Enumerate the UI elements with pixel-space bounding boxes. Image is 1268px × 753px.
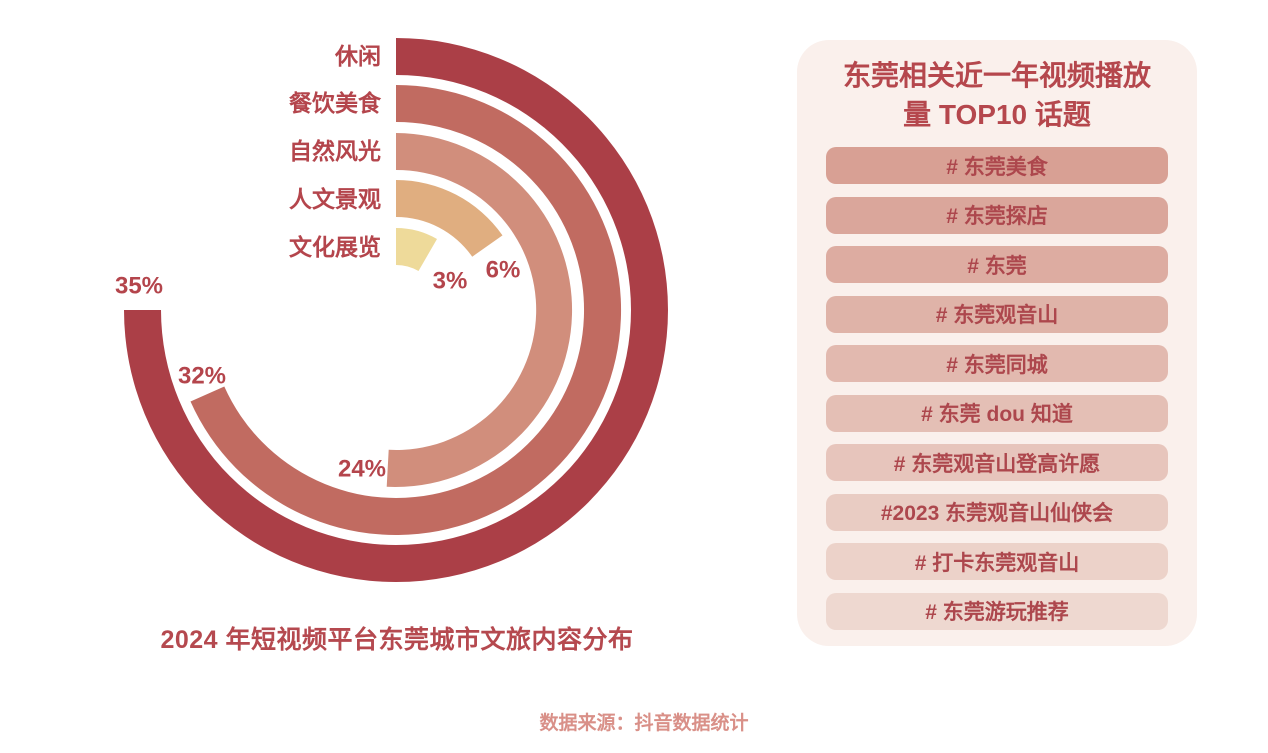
topic-pill-7: # 东莞观音山登高许愿 [826,444,1168,481]
topic-pill-8: #2023 东莞观音山仙侠会 [826,493,1168,531]
topic-pill-3: # 东莞 [826,246,1168,283]
percent-label: 24% [338,456,386,483]
topic-list: # 东莞美食 # 东莞探店 # 东莞 # 东莞观音山 # 东莞同城 # 东莞 dou 知道… [797,147,1197,630]
topic-pill-1: # 东莞美食 [826,147,1168,184]
category-label: 休闲 [334,43,381,69]
topics-panel-title: 东莞相关近一年视频播放量 TOP10 话题 [842,60,1151,130]
topic-pill-2: # 东莞探店 [826,196,1168,234]
topic-pill-6: # 东莞 dou 知道 [826,394,1168,432]
chart-title: 2024 年短视频平台东莞城市文旅内容分布 [160,626,634,654]
category-label: 文化展览 [289,234,381,260]
data-source-note: 数据来源：抖音数据统计 [539,713,749,734]
percent-label: 35% [115,273,163,300]
category-label: 餐饮美食 [289,90,382,116]
percent-label: 3% [433,268,468,295]
topic-pill-5: # 东莞同城 [826,345,1168,382]
category-label: 自然风光 [289,138,381,164]
ring-segment-3 [386,133,573,487]
topics-panel: 东莞相关近一年视频播放量 TOP10 话题 # 东莞美食 # 东莞探店 # 东莞 # … [797,40,1197,646]
ring-segment-4 [396,179,503,257]
topic-pill-4: # 东莞观音山 [826,295,1168,333]
category-label: 人文景观 [289,186,381,212]
topic-pill-10: # 东莞游玩推荐 [826,592,1168,630]
percent-label: 32% [178,363,226,390]
radial-chart: 休闲 35% 餐饮美食 32% 自然风光 24% 人文景观 6% 文化展览 3% [115,38,668,582]
topic-pill-9: # 打卡东莞观音山 [826,543,1168,580]
radial-chart-svg: 休闲 35% 餐饮美食 32% 自然风光 24% 人文景观 6% 文化展览 3% [115,38,668,582]
percent-label: 6% [486,257,521,284]
ring-segment-5 [396,228,437,271]
